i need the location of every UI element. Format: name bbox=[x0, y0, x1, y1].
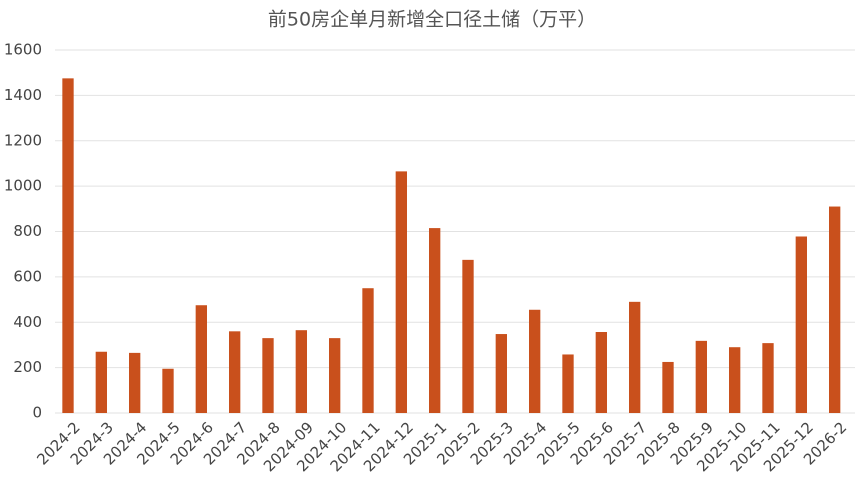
bar bbox=[629, 301, 641, 413]
bar bbox=[695, 340, 707, 413]
bar bbox=[562, 354, 574, 413]
chart-title: 前50房企单月新增全口径土储（万平） bbox=[268, 9, 596, 31]
bar bbox=[295, 330, 307, 413]
bar bbox=[762, 343, 774, 413]
y-tick-label: 200 bbox=[13, 358, 42, 376]
bar bbox=[229, 331, 241, 413]
bar bbox=[462, 259, 474, 413]
bar bbox=[162, 368, 174, 413]
bar bbox=[395, 171, 407, 413]
bar bbox=[495, 334, 507, 413]
bar bbox=[595, 332, 607, 413]
bar bbox=[362, 288, 374, 413]
bar bbox=[529, 309, 541, 413]
y-tick-label: 1600 bbox=[4, 41, 42, 59]
bar bbox=[662, 361, 674, 413]
y-tick-label: 800 bbox=[13, 222, 42, 240]
bar bbox=[262, 338, 274, 413]
y-tick-label: 600 bbox=[13, 267, 42, 285]
bar bbox=[795, 236, 807, 413]
bar bbox=[329, 338, 341, 413]
bar bbox=[62, 78, 74, 413]
bar bbox=[429, 228, 441, 413]
y-tick-label: 400 bbox=[13, 313, 42, 331]
bar bbox=[195, 305, 207, 413]
y-tick-label: 1000 bbox=[4, 177, 42, 195]
y-tick-label: 1200 bbox=[4, 131, 42, 149]
bar bbox=[729, 347, 741, 413]
bar bbox=[95, 351, 107, 413]
y-tick-label: 1400 bbox=[4, 86, 42, 104]
y-tick-label: 0 bbox=[32, 404, 42, 422]
bar bbox=[129, 352, 141, 413]
bar bbox=[829, 206, 841, 413]
